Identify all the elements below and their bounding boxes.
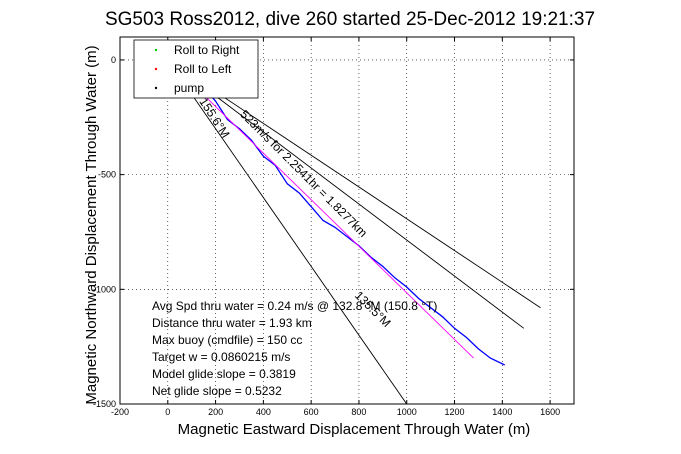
x-tick-label: 0 [165,407,170,417]
x-tick-label: 1200 [445,407,465,417]
series-line-4 [167,59,525,329]
axes-frame [119,36,575,405]
x-tick-labels: -200 0 200 400 600 800 1000 1200 1400 1600 [111,407,560,417]
series-line-2 [167,59,408,404]
stat-line-5: Net glide slope = 0.5232 [152,384,282,398]
x-axis-label: Magnetic Eastward Displacement Through W… [178,421,531,438]
legend-label-1: Roll to Left [174,62,232,76]
series-line-1 [167,59,474,359]
y-tick-label: -1000 [93,284,116,294]
x-tick-label: 600 [304,407,319,417]
legend-box [133,39,259,99]
stats-box: Avg Spd thru water = 0.24 m/s @ 132.8 °M… [152,299,437,398]
stat-line-2: Max buoy (cmdfile) = 150 cc [152,333,302,347]
legend-label-2: pump [174,81,204,95]
legend-marker-0 [154,48,158,52]
legend-label-0: Roll to Right [174,43,240,57]
stat-line-0: Avg Spd thru water = 0.24 m/s @ 132.8 °M… [152,299,437,313]
stat-line-4: Model glide slope = 0.3819 [152,367,296,381]
y-tick-label: -1500 [93,399,116,409]
chart-title: SG503 Ross2012, dive 260 started 25-Dec-… [105,9,595,30]
y-tick-labels: -1500 -1000 -500 0 [93,55,116,409]
x-tick-label: 800 [351,407,366,417]
x-tick-label: -200 [111,407,129,417]
y-tick-label: -500 [98,170,116,180]
x-tick-label: 1000 [397,407,417,417]
legend-marker-1 [154,67,158,71]
stat-line-1: Distance thru water = 1.93 km [152,316,312,330]
series-line-3 [167,59,541,309]
stat-line-3: Target w = 0.0860215 m/s [152,350,290,364]
x-tick-label: 1400 [492,407,512,417]
y-axis-label: Magnetic Northward Displacement Through … [83,45,100,404]
x-tick-label: 1600 [540,407,560,417]
x-tick-label: 200 [208,407,223,417]
y-tick-label: 0 [111,55,116,65]
legend-marker-2 [154,86,158,90]
legend: Roll to Right Roll to Left pump [133,39,259,99]
x-tick-label: 400 [256,407,271,417]
